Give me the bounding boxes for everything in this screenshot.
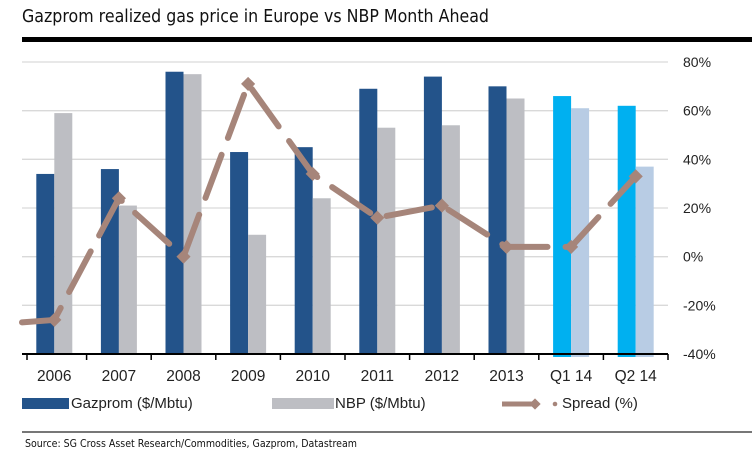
bar-gazprom — [100, 169, 119, 354]
spread-point — [47, 312, 62, 328]
bar-nbp — [635, 166, 654, 357]
title-divider — [22, 37, 752, 42]
bar-gazprom — [359, 88, 378, 354]
spread-point — [370, 210, 385, 225]
legend-label-spread: Spread (%) — [562, 395, 638, 412]
right-axis-tick-label: 0% — [683, 249, 703, 265]
legend-item-gazprom: Gazprom ($/Mbtu) — [22, 395, 193, 412]
legend-swatch-gazprom — [22, 398, 69, 409]
source-divider — [22, 431, 752, 433]
spread-point — [176, 249, 191, 264]
bar-nbp — [312, 198, 331, 354]
spread-point — [305, 166, 320, 182]
legend-label-nbp: NBP ($/Mbtu) — [335, 395, 426, 412]
chart-plot: 80% 60% 40% 20% 0% -20% -40% 2006 2007 2008 2009 20… — [19, 54, 716, 385]
bar-nbp — [506, 98, 525, 354]
bar-nbp — [377, 127, 396, 354]
right-axis-tick-label: -40% — [683, 346, 716, 362]
x-axis-tick-label: 2013 — [489, 368, 523, 385]
bar-gazprom — [553, 96, 572, 358]
chart-title: Gazprom realized gas price in Europe vs … — [22, 6, 489, 27]
x-axis-tick-label: Q1 14 — [550, 368, 593, 385]
x-axis-tick-label: 2006 — [37, 368, 71, 385]
x-axis-tick-label: 2010 — [295, 368, 330, 385]
bar-gazprom — [36, 173, 55, 354]
x-axis-tick-label: 2007 — [102, 368, 136, 385]
right-axis-tick-label: 60% — [683, 103, 711, 119]
bar-gazprom — [423, 76, 442, 354]
bar-gazprom — [230, 152, 249, 354]
bar-nbp — [118, 205, 137, 354]
legend-swatch-nbp — [272, 398, 334, 409]
x-axis-tick-label: 2011 — [361, 368, 394, 385]
legend: Gazprom ($/Mbtu) NBP ($/Mbtu) Spread (%) — [0, 395, 752, 419]
x-axis-tick-label: 2008 — [166, 368, 200, 385]
right-axis-tick-label: -20% — [683, 297, 716, 313]
right-axis-tick-label: 20% — [683, 200, 711, 216]
x-axis-tick-label: 2009 — [231, 368, 265, 385]
bar-nbp — [183, 74, 202, 354]
spread-point — [564, 239, 579, 255]
x-axis-tick-label: Q2 14 — [615, 368, 658, 385]
spread-point — [499, 239, 514, 255]
bar-nbp — [248, 234, 267, 354]
spread-point — [628, 169, 643, 184]
x-axis-tick-label: 2012 — [425, 368, 459, 385]
source-note: Source: SG Cross Asset Research/Commodit… — [25, 438, 357, 450]
bar-gazprom — [294, 147, 313, 354]
legend-swatch-spread — [502, 397, 558, 410]
spread-point — [434, 198, 449, 213]
bar-gazprom — [617, 105, 636, 357]
right-axis-tick-label: 80% — [683, 54, 711, 70]
bar-gazprom — [488, 86, 507, 355]
right-axis-tick-label: 40% — [683, 151, 711, 167]
legend-label-gazprom: Gazprom ($/Mbtu) — [71, 395, 193, 412]
legend-item-nbp: NBP ($/Mbtu) — [272, 395, 426, 412]
legend-item-spread: Spread (%) — [500, 395, 638, 412]
bar-nbp — [571, 108, 590, 357]
bar-nbp — [441, 125, 460, 355]
bar-gazprom — [165, 71, 184, 354]
